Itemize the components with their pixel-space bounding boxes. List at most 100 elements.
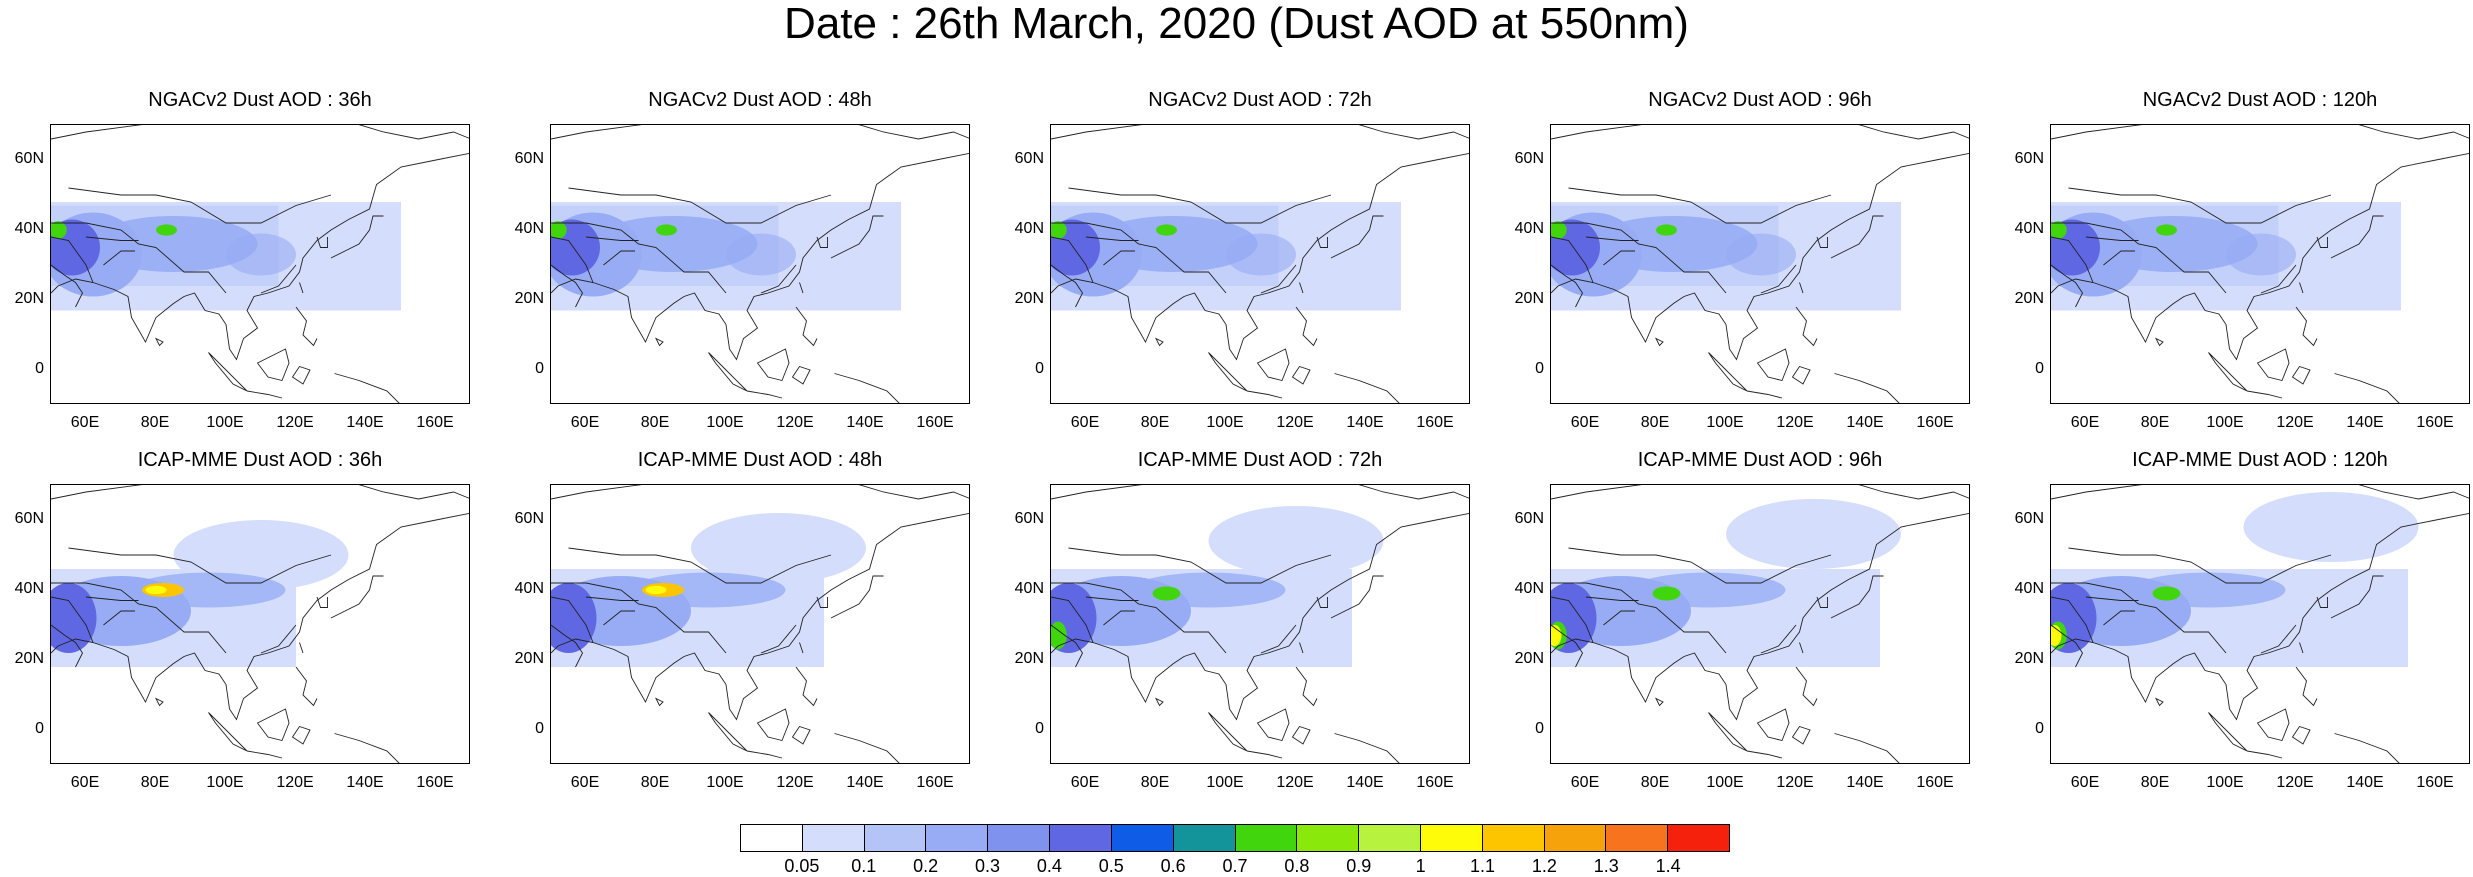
colorbar-swatch — [1111, 825, 1174, 851]
longitude-tick-label: 120E — [1776, 774, 1814, 791]
latitude-tick-label: 0 — [1035, 720, 1044, 737]
colorbar-label: 0.5 — [1098, 856, 1124, 876]
colorbar-label: 0.2 — [913, 856, 939, 876]
dust-aod-map — [1050, 484, 1470, 764]
latitude-tick-label: 40N — [1514, 220, 1544, 237]
longitude-tick-label: 120E — [1276, 414, 1314, 431]
panel-title: ICAP-MME Dust AOD : 48h — [637, 449, 883, 471]
colorbar-label: 0.6 — [1160, 856, 1186, 876]
longitude-tick-label: 100E — [2206, 414, 2244, 431]
latitude-tick-label: 20N — [2014, 650, 2044, 667]
latitude-tick-label: 20N — [514, 290, 544, 307]
latitude-tick-label: 20N — [1514, 290, 1544, 307]
longitude-tick-label: 80E — [2140, 774, 2170, 791]
longitude-tick-label: 160E — [416, 414, 454, 431]
longitude-tick-label: 160E — [1416, 414, 1454, 431]
panel-title: ICAP-MME Dust AOD : 96h — [1637, 449, 1883, 471]
colorbar-label: 0.7 — [1222, 856, 1248, 876]
longitude-tick-label: 140E — [846, 774, 884, 791]
dust-aod-map — [550, 484, 970, 764]
longitude-tick-label: 100E — [706, 414, 744, 431]
colorbar-swatch — [1420, 825, 1483, 851]
longitude-tick-label: 160E — [1916, 774, 1954, 791]
longitude-tick-label: 80E — [1640, 414, 1670, 431]
latitude-tick-label: 40N — [14, 220, 44, 237]
longitude-tick-label: 120E — [276, 774, 314, 791]
panel-title: NGACv2 Dust AOD : 36h — [148, 89, 372, 111]
longitude-tick-label: 60E — [2070, 774, 2100, 791]
panel-title: NGACv2 Dust AOD : 72h — [1148, 89, 1372, 111]
colorbar-swatch — [1235, 825, 1298, 851]
longitude-tick-label: 140E — [1846, 414, 1884, 431]
latitude-tick-label: 0 — [1035, 360, 1044, 377]
latitude-tick-label: 20N — [514, 650, 544, 667]
longitude-tick-label: 60E — [570, 414, 600, 431]
longitude-tick-label: 140E — [346, 414, 384, 431]
latitude-tick-label: 40N — [2014, 580, 2044, 597]
longitude-tick-label: 100E — [1206, 414, 1244, 431]
latitude-tick-label: 0 — [35, 360, 44, 377]
longitude-tick-label: 160E — [1916, 414, 1954, 431]
colorbar-swatch — [1050, 825, 1112, 851]
colorbar-swatch — [864, 825, 927, 851]
colorbar-label: 1.1 — [1469, 856, 1496, 876]
longitude-tick-label: 120E — [276, 414, 314, 431]
latitude-tick-label: 40N — [514, 220, 544, 237]
longitude-tick-label: 120E — [2276, 414, 2314, 431]
latitude-tick-label: 60N — [2014, 510, 2044, 527]
colorbar-swatch — [1359, 825, 1421, 851]
longitude-tick-label: 160E — [916, 774, 954, 791]
longitude-tick-label: 120E — [2276, 774, 2314, 791]
latitude-tick-label: 20N — [14, 650, 44, 667]
colorbar-swatch — [1606, 825, 1669, 851]
longitude-tick-label: 160E — [416, 774, 454, 791]
latitude-tick-label: 60N — [1014, 150, 1044, 167]
latitude-tick-label: 60N — [14, 510, 44, 527]
longitude-tick-label: 100E — [206, 774, 244, 791]
longitude-tick-label: 160E — [916, 414, 954, 431]
dust-aod-map — [50, 124, 470, 404]
dust-aod-map — [1050, 124, 1470, 404]
longitude-tick-label: 60E — [1570, 414, 1600, 431]
dust-aod-map — [550, 124, 970, 404]
longitude-tick-label: 60E — [2070, 414, 2100, 431]
latitude-tick-label: 60N — [14, 150, 44, 167]
panel-title: NGACv2 Dust AOD : 120h — [2142, 89, 2378, 111]
latitude-tick-label: 20N — [1014, 650, 1044, 667]
dust-aod-map — [1550, 484, 1970, 764]
panel-title: ICAP-MME Dust AOD : 72h — [1137, 449, 1383, 471]
colorbar-label: 0.4 — [1036, 856, 1062, 876]
colorbar-swatch — [1482, 825, 1545, 851]
longitude-tick-label: 120E — [776, 774, 814, 791]
panel-title: ICAP-MME Dust AOD : 120h — [2132, 449, 2388, 471]
latitude-tick-label: 0 — [35, 720, 44, 737]
latitude-tick-label: 40N — [1514, 580, 1544, 597]
longitude-tick-label: 160E — [2416, 414, 2454, 431]
colorbar-label: 0.05 — [784, 856, 820, 876]
longitude-tick-label: 80E — [640, 774, 670, 791]
panel-title: NGACv2 Dust AOD : 96h — [1648, 89, 1872, 111]
latitude-tick-label: 60N — [1514, 510, 1544, 527]
latitude-tick-label: 60N — [514, 510, 544, 527]
latitude-tick-label: 60N — [1014, 510, 1044, 527]
latitude-tick-label: 0 — [535, 720, 544, 737]
longitude-tick-label: 80E — [1140, 774, 1170, 791]
longitude-tick-label: 60E — [70, 414, 100, 431]
panel-title: ICAP-MME Dust AOD : 36h — [137, 449, 383, 471]
longitude-tick-label: 60E — [570, 774, 600, 791]
colorbar-label: 1 — [1415, 856, 1426, 876]
latitude-tick-label: 20N — [1514, 650, 1544, 667]
longitude-tick-label: 160E — [1416, 774, 1454, 791]
colorbar-label: 0.8 — [1284, 856, 1310, 876]
longitude-tick-label: 80E — [140, 414, 170, 431]
longitude-tick-label: 60E — [70, 774, 100, 791]
colorbar-swatch — [988, 825, 1051, 851]
latitude-tick-label: 20N — [14, 290, 44, 307]
latitude-tick-label: 0 — [1535, 720, 1544, 737]
latitude-tick-label: 60N — [1514, 150, 1544, 167]
longitude-tick-label: 100E — [1706, 774, 1744, 791]
colorbar-swatch — [1668, 825, 1729, 851]
longitude-tick-label: 80E — [1140, 414, 1170, 431]
latitude-tick-label: 40N — [1014, 580, 1044, 597]
longitude-tick-label: 100E — [1706, 414, 1744, 431]
